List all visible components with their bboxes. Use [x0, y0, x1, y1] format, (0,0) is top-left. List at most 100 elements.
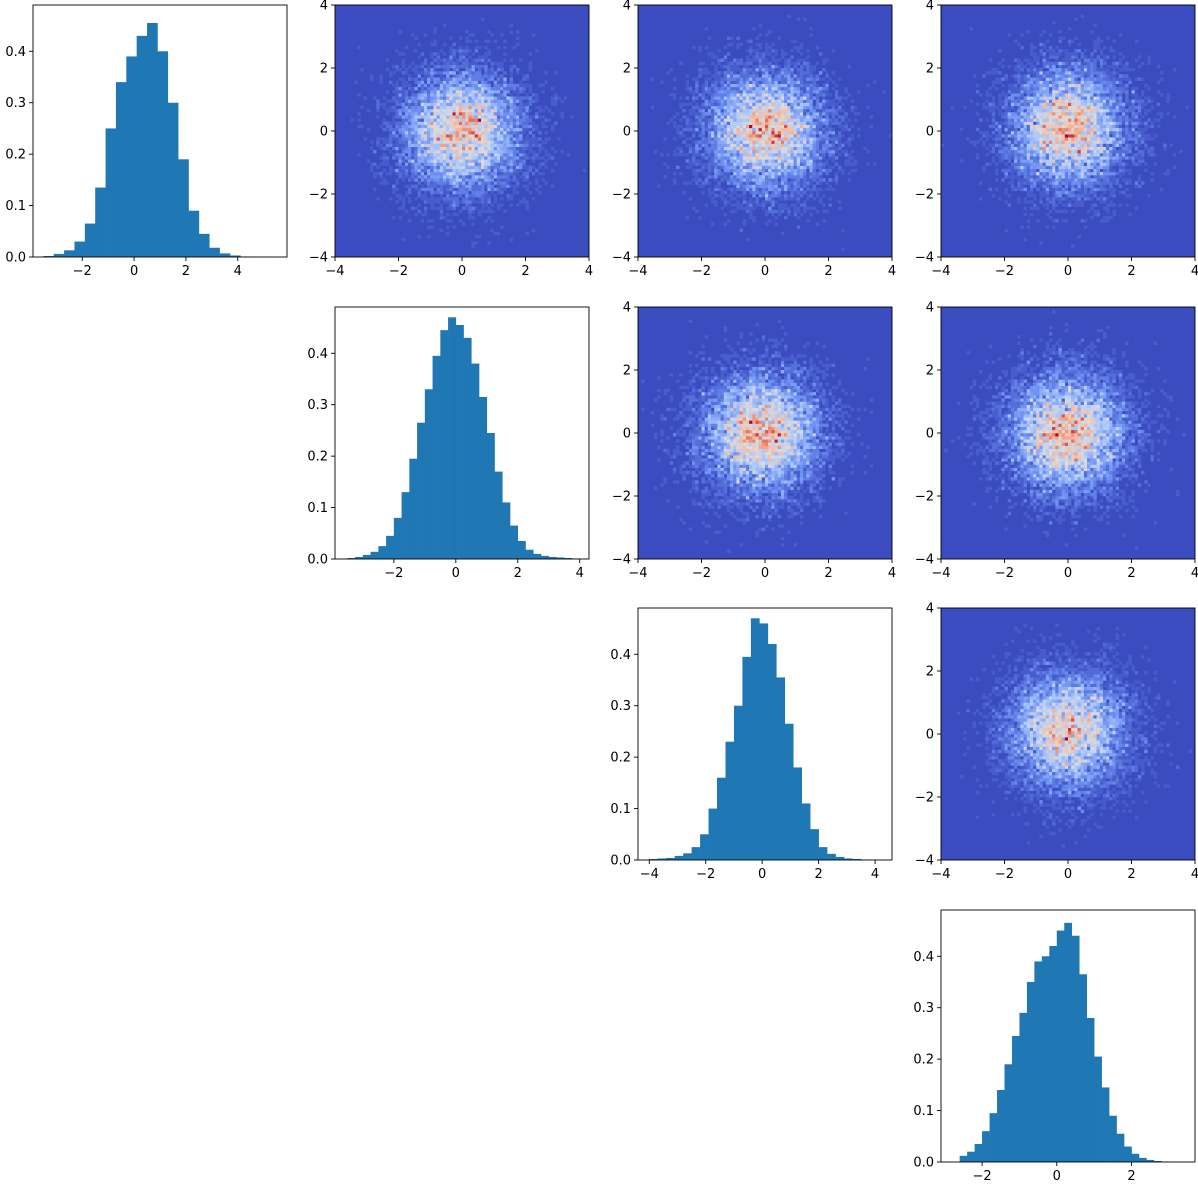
- heatmap-cell: [780, 140, 785, 144]
- heatmap-cell: [446, 153, 450, 157]
- heatmap-cell: [1083, 168, 1088, 173]
- heatmap-cell: [793, 146, 797, 151]
- heatmap-cell: [1102, 197, 1107, 201]
- heatmap-cell: [733, 181, 737, 185]
- heatmap-cell: [423, 71, 428, 75]
- heatmap-cell: [701, 181, 705, 185]
- heatmap-cell: [484, 80, 488, 84]
- heatmap-cell: [752, 108, 756, 113]
- heatmap-cell: [730, 203, 734, 207]
- heatmap-cell: [774, 143, 778, 147]
- heatmap-cell: [404, 194, 409, 198]
- heatmap-cell: [496, 231, 501, 236]
- heatmap-cell: [1048, 197, 1053, 201]
- heatmap-cell: [774, 86, 778, 91]
- y-tick-label: 0.2: [5, 148, 26, 163]
- heatmap-cell: [474, 96, 479, 100]
- heatmap-cell: [509, 178, 514, 182]
- heatmap-cell: [812, 90, 817, 94]
- heatmap-cell: [739, 121, 744, 125]
- heatmap-cell: [799, 71, 804, 75]
- heatmap-cell: [1039, 194, 1043, 198]
- heatmap-cell: [509, 127, 514, 132]
- heatmap-cell: [496, 127, 501, 132]
- y-tick-label: 2: [320, 62, 328, 77]
- heatmap-cell: [701, 153, 705, 157]
- heatmap-cell: [439, 105, 444, 110]
- heatmap-cell: [704, 77, 709, 81]
- heatmap-cell: [1048, 165, 1053, 170]
- heatmap-cell: [512, 112, 517, 116]
- heatmap-cell: [455, 99, 460, 103]
- heatmap-cell: [481, 77, 485, 81]
- heatmap-cell: [758, 93, 763, 97]
- heatmap-cell: [720, 105, 724, 110]
- heatmap-cell: [1048, 216, 1053, 220]
- heatmap-cell: [474, 143, 479, 147]
- heatmap-cell: [745, 131, 750, 135]
- heatmap-cell: [784, 197, 788, 201]
- heatmap-cell: [408, 190, 412, 195]
- heatmap-cell: [666, 121, 670, 125]
- heatmap-cell: [1087, 209, 1091, 214]
- heatmap-cell: [695, 168, 699, 173]
- heatmap-cell: [1017, 168, 1021, 173]
- heatmap-cell: [519, 165, 523, 170]
- heatmap-cell: [452, 115, 456, 119]
- heatmap-cell: [730, 102, 734, 107]
- heatmap-cell: [1023, 156, 1027, 160]
- heatmap-cell: [376, 108, 380, 113]
- heatmap-cell: [1109, 156, 1113, 160]
- heatmap-cell: [831, 127, 836, 132]
- heatmap-cell: [452, 93, 456, 97]
- heatmap-cell: [439, 156, 444, 160]
- heatmap-cell: [1074, 162, 1078, 166]
- heatmap-cell: [496, 178, 501, 182]
- heatmap-cell: [417, 190, 421, 195]
- heatmap-cell: [780, 168, 785, 173]
- heatmap-cell: [1077, 197, 1081, 201]
- heatmap-cell: [1010, 153, 1015, 157]
- heatmap-cell: [496, 168, 501, 173]
- heatmap-cell: [452, 118, 456, 122]
- heatmap-cell: [838, 146, 842, 151]
- heatmap-cell: [423, 108, 428, 113]
- heatmap-cell: [420, 131, 425, 135]
- heatmap-cell: [446, 159, 450, 163]
- heatmap-cell: [733, 74, 737, 78]
- heatmap-cell: [1077, 171, 1081, 176]
- heatmap-cell: [458, 83, 463, 88]
- heatmap-cell: [357, 112, 361, 116]
- heatmap-cell: [503, 140, 507, 144]
- heatmap-cell: [806, 124, 810, 129]
- heatmap-cell: [787, 58, 791, 62]
- heatmap-cell: [777, 80, 782, 84]
- heatmap-cell: [427, 93, 431, 97]
- heatmap-cell: [774, 102, 778, 107]
- heatmap-cell: [803, 134, 807, 138]
- heatmap-cell: [455, 168, 460, 173]
- heatmap-cell: [809, 175, 813, 179]
- heatmap-cell: [401, 96, 406, 100]
- heatmap-cell: [815, 156, 820, 160]
- heatmap-cell: [1014, 149, 1018, 154]
- heatmap-cell: [1093, 187, 1097, 192]
- heatmap-cell: [446, 146, 450, 151]
- heatmap-cell: [707, 112, 712, 116]
- heatmap-cell: [707, 86, 712, 91]
- heatmap-cell: [506, 121, 510, 125]
- heatmap-cell: [695, 118, 699, 122]
- heatmap-cell: [439, 212, 444, 217]
- heatmap-cell: [569, 115, 574, 119]
- heatmap-cell: [780, 187, 785, 192]
- heatmap-cell: [1102, 162, 1107, 166]
- heatmap-cell: [544, 181, 548, 185]
- heatmap-cell: [739, 187, 744, 192]
- heatmap-cell: [717, 143, 721, 147]
- heatmap-cell: [777, 197, 782, 201]
- heatmap-cell: [787, 118, 791, 122]
- heatmap-cell: [417, 90, 421, 94]
- heatmap-cell: [711, 61, 715, 66]
- heatmap-cell: [685, 137, 690, 141]
- heatmap-cell: [1058, 197, 1062, 201]
